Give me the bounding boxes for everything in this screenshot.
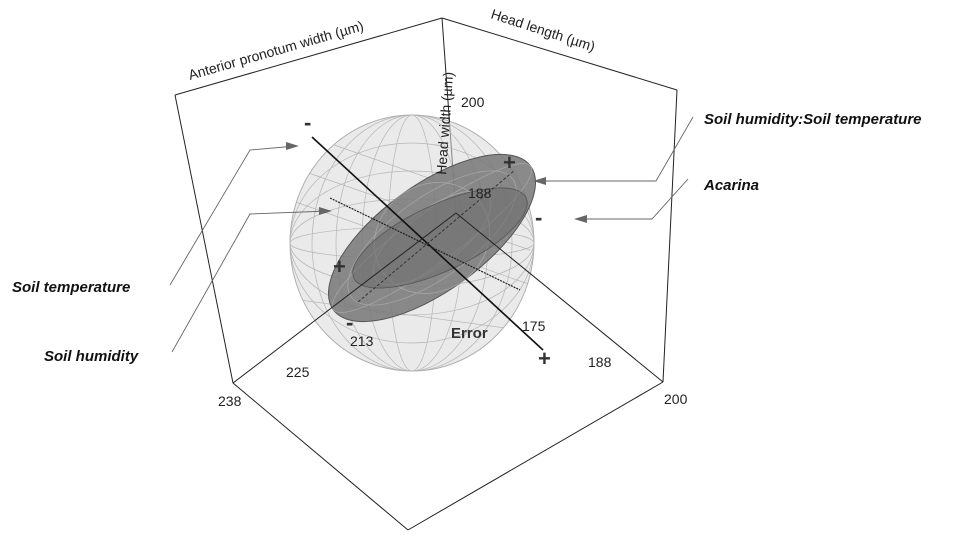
minus-sign: - [304, 110, 311, 135]
plus-sign: + [333, 254, 346, 279]
y-tick-label: 188 [588, 354, 612, 370]
soil-temperature-effect-line [357, 169, 516, 303]
error-label: Error [451, 325, 488, 342]
acarina-label: Acarina [703, 177, 759, 194]
soil-humidity-effect-line [329, 197, 521, 291]
soil-humidity-label: Soil humidity [44, 348, 139, 365]
y-axis-title: Head length (µm) [489, 6, 597, 55]
y-tick-label: 175 [522, 318, 546, 334]
callout-leaders [169, 116, 694, 353]
z-axis-title: Head width (µm) [433, 71, 456, 175]
plus-sign: + [538, 346, 551, 371]
x-tick-label: 213 [350, 333, 374, 349]
minus-sign: - [535, 205, 542, 230]
effect-lines [311, 136, 544, 351]
hypothesis-ellipsoid [328, 153, 536, 323]
plus-sign: + [503, 150, 516, 175]
x-axis-title: Anterior pronotum width (µm) [186, 17, 365, 82]
y-tick-label: 200 [664, 391, 688, 407]
minus-sign: - [346, 310, 353, 335]
x-tick-label: 225 [286, 364, 310, 380]
axis-lines [174, 89, 678, 531]
x-tick-label: 238 [218, 393, 242, 409]
interaction-label: Soil humidity:Soil temperature [704, 111, 922, 128]
z-tick-label: 188 [468, 185, 492, 201]
soil-temperature-label: Soil temperature [12, 279, 130, 296]
z-tick-label: 200 [461, 94, 485, 110]
